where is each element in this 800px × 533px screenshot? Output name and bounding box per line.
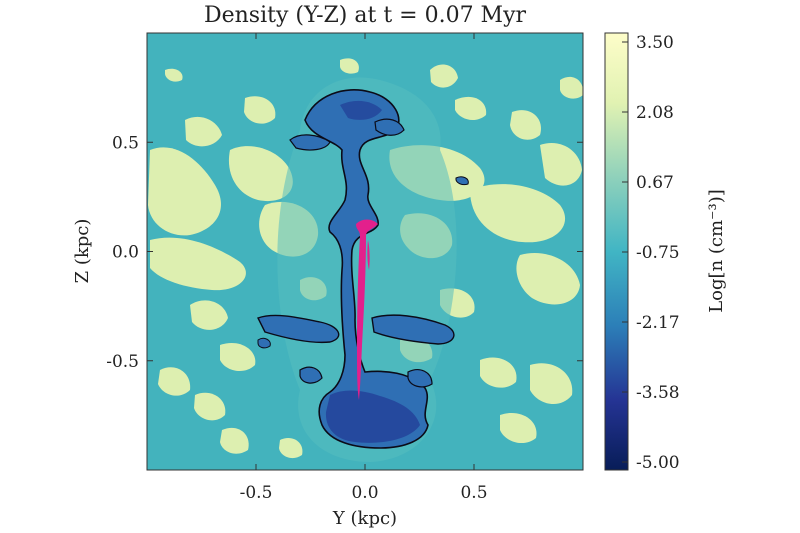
colorbar-tick-label: -3.58 [636,383,680,403]
x-axis-ticks: -0.5 0.0 0.5 [240,33,488,503]
jet-core [356,219,378,400]
x-axis-label: Y (kpc) [332,508,397,529]
colorbar-tick-label: 3.50 [636,33,674,53]
colorbar-tick-label: -0.75 [636,243,680,263]
colorbar-tick-label: -2.17 [636,313,680,333]
colorbar-tick-label: -5.00 [636,453,680,473]
jet-cavity [257,89,469,449]
colorbar-ticks: 3.50 2.08 0.67 -0.75 -2.17 -3.58 -5.00 [622,33,680,473]
x-tick-label: 0.0 [351,483,378,503]
y-tick-label: 0.0 [112,243,139,263]
density-map [147,33,583,470]
colorbar-tick-label: 0.67 [636,173,674,193]
colorbar-label: Log[n (cm⁻³)] [706,189,727,313]
y-tick-label: 0.5 [112,133,139,153]
x-tick-label: 0.5 [460,483,487,503]
bubble-shell [277,77,457,462]
y-tick-label: -0.5 [106,352,139,372]
plot-title: Density (Y-Z) at t = 0.07 Myr [204,3,527,28]
colorbar-tick-label: 2.08 [636,103,674,123]
y-axis-label: Z (kpc) [72,219,93,284]
y-axis-ticks: 0.5 0.0 -0.5 [106,133,583,372]
x-tick-label: -0.5 [240,483,273,503]
